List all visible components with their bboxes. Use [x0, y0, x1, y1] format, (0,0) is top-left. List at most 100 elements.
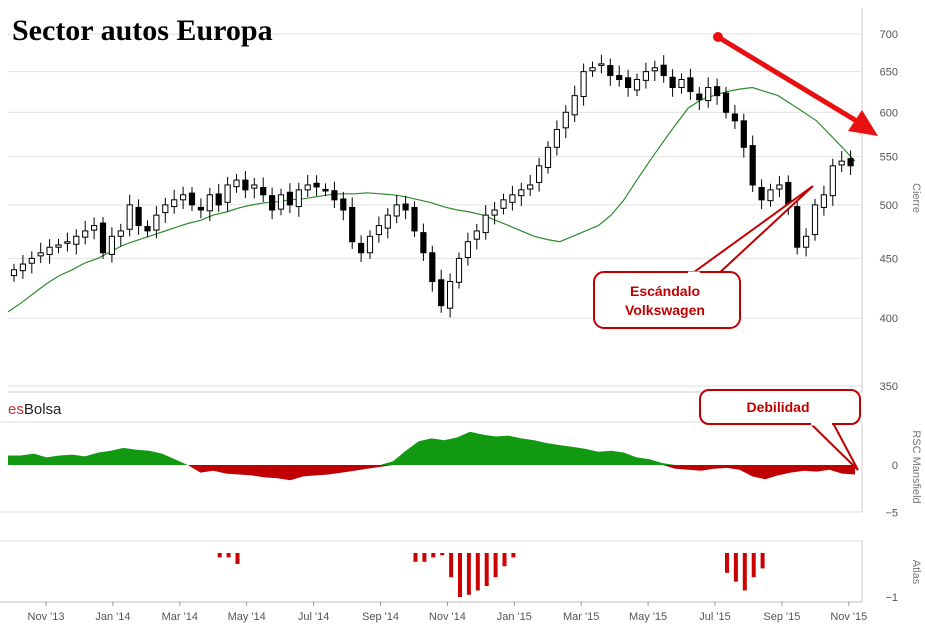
- candle-body: [562, 111, 569, 129]
- candle-body: [37, 252, 44, 257]
- date-tick-label: Nov '13: [28, 611, 65, 623]
- scandal-callout: Escándalo Volkswagen: [593, 185, 814, 329]
- candle-body: [455, 257, 463, 283]
- trend-arrow-head: [848, 110, 878, 136]
- atlas-bar: [422, 553, 427, 562]
- candle-body: [527, 184, 534, 190]
- candle-body: [260, 186, 267, 196]
- candle-body: [838, 160, 845, 166]
- candle-body: [580, 71, 587, 97]
- price-tick-label: 450: [880, 253, 898, 265]
- rsc-mansfield-panel: 0 −5 RSC Mansfield: [0, 421, 922, 520]
- candle-body: [544, 146, 552, 168]
- candle-body: [171, 199, 178, 208]
- date-tick-label: Jan '15: [497, 611, 532, 623]
- candle-body: [553, 128, 560, 148]
- candle-body: [651, 67, 658, 72]
- candle-body: [714, 86, 721, 97]
- candle-body: [233, 179, 240, 188]
- atlas-bar: [502, 553, 507, 567]
- candle-body: [64, 241, 71, 244]
- atlas-bar: [431, 553, 436, 558]
- price-tick-label: 500: [880, 200, 898, 212]
- rsc-positive-area: [8, 431, 855, 465]
- atlas-bar: [733, 553, 738, 582]
- trend-arrow-start: [713, 32, 723, 42]
- atlas-bar: [760, 553, 765, 569]
- candle-body: [73, 235, 80, 245]
- candle-body: [429, 252, 436, 282]
- candle-body: [749, 145, 756, 186]
- candle-body: [206, 194, 213, 212]
- candle-body: [55, 244, 62, 248]
- candle-body: [509, 194, 516, 203]
- candle-body: [616, 75, 623, 81]
- scandal-label-line2: Volkswagen: [625, 302, 705, 318]
- candle-body: [340, 198, 347, 211]
- weakness-callout-pointer: [807, 422, 859, 471]
- date-tick-label: Jul '14: [298, 611, 329, 623]
- candle-body: [758, 186, 765, 201]
- chart-title: Sector autos Europa: [12, 14, 273, 47]
- candle-body: [633, 79, 641, 91]
- candle-body: [135, 206, 142, 227]
- price-axis: 350 400 450 500 550 600 650 700 Cierre: [880, 29, 922, 393]
- candle-body: [286, 191, 293, 206]
- moving-average-series: [7, 86, 856, 313]
- brand-logo: esBolsa: [8, 401, 62, 418]
- date-tick-label: Nov '15: [830, 611, 867, 623]
- atlas-bar: [226, 553, 231, 558]
- price-tick-label: 700: [880, 29, 898, 41]
- weakness-callout: Debilidad: [699, 389, 861, 471]
- candle-body: [188, 192, 196, 206]
- candle-body: [384, 214, 391, 229]
- price-grid: [8, 8, 863, 393]
- candle-body: [331, 190, 338, 201]
- candle-body: [126, 204, 133, 230]
- candle-body: [669, 76, 676, 89]
- atlas-bar: [458, 553, 462, 597]
- date-tick-label: Sep '15: [763, 611, 800, 623]
- scandal-label-line1: Escándalo: [630, 283, 700, 299]
- trend-arrow: [713, 32, 878, 136]
- candle-body: [313, 182, 320, 188]
- date-tick-label: Mar '15: [563, 611, 599, 623]
- rsc-negative-area: [8, 465, 855, 481]
- candle-body: [349, 206, 356, 243]
- candle-body: [197, 206, 205, 211]
- candle-body: [678, 79, 685, 89]
- candle-body: [375, 225, 382, 236]
- candle-body: [731, 113, 738, 122]
- candle-body: [722, 92, 730, 113]
- candle-body: [847, 158, 854, 167]
- candle-body: [607, 65, 614, 77]
- candle-body: [215, 193, 222, 206]
- date-tick-label: Sep '14: [362, 611, 399, 623]
- atlas-bar: [449, 553, 454, 578]
- candle-body: [473, 230, 480, 240]
- candle-body: [625, 77, 632, 89]
- candle-body: [153, 214, 160, 231]
- date-tick-label: Nov '14: [429, 611, 466, 623]
- candle-body: [224, 184, 231, 203]
- scandal-callout-box: [593, 271, 741, 329]
- candle-body: [366, 235, 374, 254]
- candle-body: [295, 189, 302, 208]
- candle-body: [28, 257, 35, 264]
- candle-body: [91, 225, 98, 231]
- date-tick-label: Jan '14: [95, 611, 130, 623]
- candle-body: [304, 184, 311, 191]
- candle-body: [82, 230, 89, 238]
- brand-suffix: Bolsa: [24, 401, 62, 418]
- date-tick-label: Mar '14: [162, 611, 198, 623]
- candle-body: [589, 67, 596, 72]
- candle-body: [251, 184, 258, 189]
- candle-body: [687, 77, 694, 93]
- candle-body: [46, 246, 53, 255]
- price-tick-label: 650: [880, 67, 898, 79]
- weakness-callout-box: [699, 389, 861, 425]
- date-tick-label: May '15: [629, 611, 667, 623]
- weakness-label: Debilidad: [746, 399, 809, 415]
- candle-body: [794, 206, 801, 248]
- candle-body: [536, 165, 543, 183]
